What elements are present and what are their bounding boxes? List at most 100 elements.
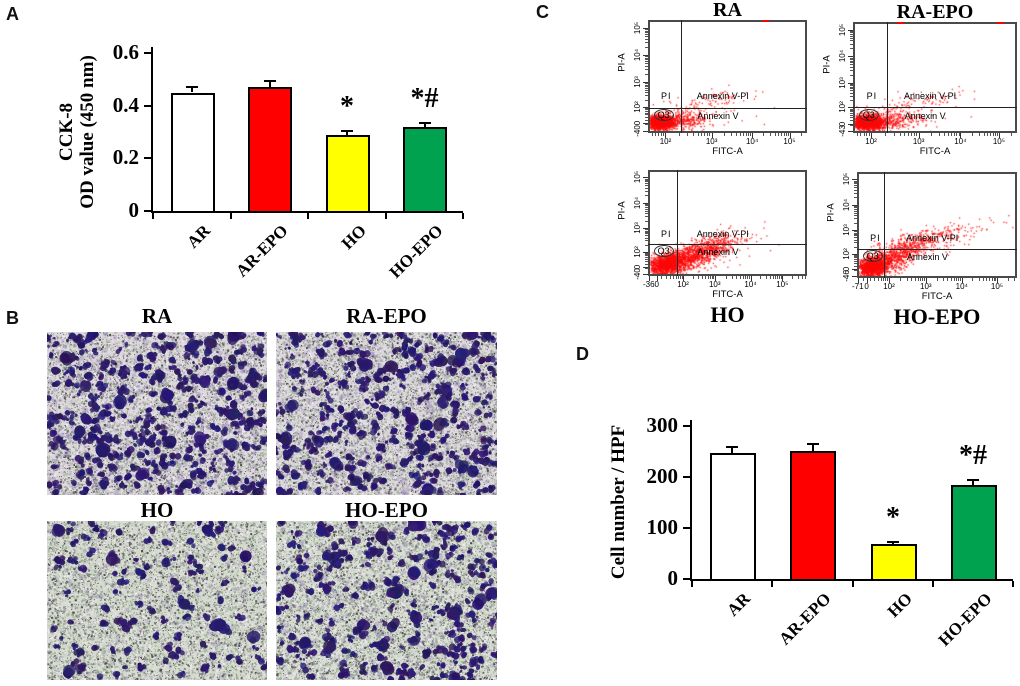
x-minor-tick <box>739 276 741 279</box>
error-bar-line <box>972 480 974 486</box>
y-minor-tick <box>850 48 853 50</box>
micrograph-title-ho: HO <box>140 498 174 522</box>
y-minor-tick <box>854 207 857 209</box>
y-tick-label: 10⁴ <box>633 196 642 210</box>
x-minor-tick <box>791 276 793 279</box>
micrograph-title-ho-epo: HO-EPO <box>345 498 428 522</box>
x-minor-tick <box>924 278 926 281</box>
y-minor-tick <box>645 124 648 126</box>
bar-AR <box>170 92 215 213</box>
quadrant-label-annexin-v: Annexin V <box>906 251 948 262</box>
x-minor-tick <box>736 276 738 279</box>
y-minor-tick <box>854 208 857 210</box>
x-tick <box>866 278 868 283</box>
y-minor-tick <box>645 114 648 116</box>
error-bar-line <box>731 446 733 454</box>
y-minor-tick <box>850 35 853 37</box>
x-minor-tick <box>777 276 779 279</box>
category-tick <box>1012 581 1014 587</box>
flow-plot-title: HO-EPO <box>893 304 981 329</box>
x-minor-tick <box>887 278 889 281</box>
quadrant-label-annexin-v: Annexin V <box>904 110 946 121</box>
y-tick-label: 0.6 <box>112 40 139 64</box>
quadrant-label-q3: Q3 <box>862 249 883 262</box>
y-minor-tick <box>854 189 857 191</box>
y-minor-tick <box>854 183 857 185</box>
x-minor-tick <box>660 276 662 279</box>
y-minor-tick <box>645 267 648 269</box>
x-minor-tick <box>658 133 660 136</box>
quadrant-hline <box>857 248 1017 250</box>
quadrant-label-q3: Q3 <box>858 108 879 121</box>
error-bar-cap <box>186 86 198 89</box>
x-minor-tick <box>705 276 707 279</box>
edge-event-mark <box>762 20 770 22</box>
x-tick <box>857 278 859 283</box>
y-minor-tick <box>645 235 648 237</box>
y-minor-tick <box>854 257 857 259</box>
y-minor-tick <box>645 185 648 187</box>
y-minor-tick <box>645 46 648 48</box>
y-minor-tick <box>850 117 853 119</box>
y-tick-label: 10² <box>633 101 642 113</box>
x-tick-label: 10⁵ <box>783 137 796 146</box>
micrograph-image-ho-epo <box>276 521 497 680</box>
error-bar-line <box>191 87 193 93</box>
micrograph-title-ra-epo: RA-EPO <box>346 304 427 328</box>
x-minor-tick <box>943 133 945 136</box>
y-minor-tick <box>854 185 857 187</box>
x-minor-tick <box>711 276 713 279</box>
y-tick <box>852 179 857 181</box>
y-minor-tick <box>854 254 857 256</box>
y-minor-tick <box>854 246 857 248</box>
error-bar-cap <box>263 79 276 82</box>
x-minor-tick <box>701 133 703 136</box>
y-minor-tick <box>854 232 857 234</box>
x-tick-label: -71 <box>852 282 864 291</box>
x-axis-title: FITC-A <box>712 289 743 300</box>
x-minor-tick <box>880 278 882 281</box>
x-minor-tick <box>953 133 955 136</box>
category-tick <box>931 581 934 587</box>
quadrant-label-pi: PI <box>870 233 881 244</box>
quadrant-label-pi: PI <box>661 228 672 239</box>
x-tick-label: 10² <box>659 137 672 146</box>
flow-plot-title: RA-EPO <box>896 1 974 23</box>
x-minor-tick <box>911 133 913 136</box>
x-minor-tick <box>908 133 910 136</box>
y-minor-tick <box>645 233 648 235</box>
quadrant-label-annexin-v-pi: Annexin V-PI <box>906 233 959 244</box>
error-bar-cap <box>418 121 431 124</box>
y-minor-tick <box>645 109 648 111</box>
y-minor-tick <box>645 61 648 63</box>
x-minor-tick <box>765 276 767 279</box>
x-minor-tick <box>958 278 960 281</box>
y-tick-label: 0 <box>667 566 679 590</box>
y-tick-label: 10³ <box>633 222 642 235</box>
x-minor-tick <box>956 133 958 136</box>
x-category-label: HO <box>337 221 370 254</box>
x-minor-tick <box>663 133 665 136</box>
bar-HO <box>870 544 917 581</box>
x-minor-tick <box>748 133 750 136</box>
y-minor-tick <box>645 92 648 94</box>
y-minor-tick <box>645 195 648 197</box>
x-minor-tick <box>675 276 677 279</box>
x-minor-tick <box>995 278 997 281</box>
y-tick <box>852 230 857 232</box>
x-tick-label: 10⁴ <box>745 137 759 146</box>
x-minor-tick <box>745 133 747 136</box>
quadrant-hline <box>853 107 1017 109</box>
y-tick <box>848 130 853 132</box>
x-category-label: AR-EPO <box>232 221 292 281</box>
x-minor-tick <box>920 278 922 281</box>
y-minor-tick <box>645 57 648 59</box>
x-minor-tick <box>697 133 699 136</box>
category-tick <box>152 213 154 219</box>
y-minor-tick <box>850 33 853 35</box>
x-minor-tick <box>769 133 771 136</box>
y-minor-tick <box>850 109 853 111</box>
y-minor-tick <box>645 205 648 207</box>
flow-scatter-dots-RA <box>650 22 805 131</box>
x-category-label: AR <box>723 589 755 620</box>
